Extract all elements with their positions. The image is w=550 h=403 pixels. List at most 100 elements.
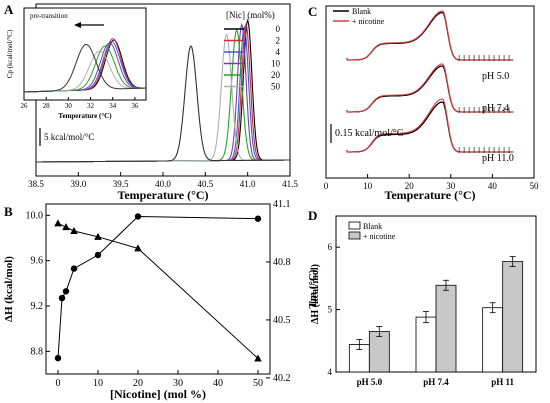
panel-d-legend-blank: Blank bbox=[363, 222, 382, 231]
panel-d-bar bbox=[415, 316, 437, 373]
panel-a-x-tick-label: 40.0 bbox=[155, 179, 171, 189]
panel-b-series bbox=[54, 213, 262, 362]
panel-a: 38.5 39.0 39.5 40.0 40.5 41.0 41.5 Temperature… bbox=[6, 3, 298, 202]
panel-b-yl-tick-label: 9.6 bbox=[31, 256, 44, 267]
panel-b-point-dh bbox=[58, 294, 66, 302]
panel-b-yl-tick-label: 8.8 bbox=[31, 346, 44, 357]
panel-d-y-tick-label: 5 bbox=[328, 305, 333, 315]
panel-c-xlabel: Temperature (°C) bbox=[384, 188, 475, 202]
panel-b-x-tick-label: 0 bbox=[56, 378, 61, 389]
panel-c-x-tick-label: 10 bbox=[363, 181, 373, 191]
panel-b-point-dh bbox=[94, 251, 102, 259]
panel-b-point-dh bbox=[254, 215, 262, 222]
panel-d-legend-nicotine: + nicotine bbox=[363, 232, 396, 241]
panel-c-curves bbox=[346, 10, 514, 153]
panel-c-x-tick-label: 0 bbox=[324, 181, 329, 191]
panel-a-x-tick-label: 38.5 bbox=[28, 179, 44, 189]
inset-ylabel: Cp (kcal/mol/°C) bbox=[6, 29, 14, 78]
panel-a-x-tick-label: 39.0 bbox=[70, 179, 86, 189]
panel-a-legend-title: [Nic] (mol%) bbox=[226, 10, 275, 20]
panel-c: 0 10 20 30 40 50 Temperature (°C) 0.15 kcal/m… bbox=[324, 5, 539, 202]
panel-a-scale-label: 5 kcal/mol/°C bbox=[44, 132, 94, 142]
panel-b-ylabel-left: ΔH (kcal/mol) bbox=[3, 256, 15, 322]
panel-label-c: C bbox=[308, 4, 317, 19]
panel-b-ylabel-right: Tm (°C) bbox=[307, 269, 319, 308]
inset-shift-arrowhead bbox=[74, 22, 81, 28]
panel-d-y-tick-label: 4 bbox=[328, 367, 333, 377]
panel-b-point-tm bbox=[254, 354, 262, 362]
panel-b: 0 10 20 30 40 50 8.8 9.2 9.6 10.0 40.2 40.5 40.8 41.1… bbox=[3, 199, 319, 401]
panel-d-bar bbox=[482, 307, 504, 373]
inset-x-tick-label: 26 bbox=[21, 102, 29, 110]
inset-x-tick-label: 34 bbox=[109, 102, 117, 110]
panel-b-yr-tick-label: 41.1 bbox=[273, 199, 291, 210]
panel-b-point-tm bbox=[70, 227, 78, 235]
panel-d: 4 5 6 pH 5.0 pH 7.4 pH 11 ΔH (kcal/mol) Blan… bbox=[310, 215, 537, 387]
panel-b-xlabel: [Nicotine] (mol %) bbox=[110, 387, 206, 401]
inset-x-tick-label: 32 bbox=[87, 102, 95, 110]
panel-a-x-tick-label: 40.5 bbox=[197, 179, 213, 189]
panel-a-legend-label: 10 bbox=[271, 59, 281, 69]
panel-b-frame bbox=[45, 203, 271, 375]
panel-a-inset: pre-transition 26 28 30 32 34 36 Temperature … bbox=[6, 7, 147, 120]
panel-b-point-tm bbox=[134, 244, 142, 252]
panel-c-x-ticks: 0 10 20 30 40 50 bbox=[324, 174, 539, 191]
panel-d-bar bbox=[368, 331, 390, 373]
panel-c-x-tick-label: 20 bbox=[405, 181, 415, 191]
inset-curve-extra bbox=[24, 44, 146, 93]
panel-a-x-ticks: 38.5 39.0 39.5 40.0 40.5 41.0 41.5 bbox=[28, 172, 298, 189]
panel-c-x-tick-label: 30 bbox=[446, 181, 456, 191]
panel-b-point-dh bbox=[134, 213, 142, 220]
panel-c-x-tick-label: 40 bbox=[488, 181, 498, 191]
panel-b-yr-tick-label: 40.5 bbox=[273, 315, 291, 326]
panel-d-category-label: pH 7.4 bbox=[423, 377, 449, 387]
panel-d-bar bbox=[502, 261, 524, 373]
panel-c-trace-3-nic bbox=[346, 98, 514, 153]
inset-curves bbox=[24, 38, 146, 93]
panel-c-trace-2-nic bbox=[346, 63, 514, 113]
panel-b-line-triangle bbox=[57, 222, 259, 359]
panel-c-legend-blank: Blank bbox=[352, 7, 371, 16]
panel-label-d: D bbox=[308, 208, 317, 223]
panel-d-bar bbox=[435, 284, 457, 373]
panel-a-x-tick-label: 41.5 bbox=[282, 179, 298, 189]
panel-b-point-tm bbox=[62, 223, 70, 231]
panel-d-category-label: pH 11 bbox=[491, 377, 514, 387]
panel-b-x-tick-label: 50 bbox=[253, 378, 263, 389]
panel-a-legend-label: 4 bbox=[276, 47, 281, 57]
panel-b-point-dh bbox=[62, 288, 70, 295]
panel-c-x-tick-label: 50 bbox=[530, 181, 540, 191]
panel-a-legend-label: 0 bbox=[276, 24, 281, 34]
inset-x-tick-label: 30 bbox=[65, 102, 73, 110]
panel-b-x-tick-label: 20 bbox=[133, 378, 143, 389]
panel-c-trace-label-1: pH 5.0 bbox=[482, 71, 509, 82]
panel-a-x-tick-label: 41.0 bbox=[240, 179, 256, 189]
panel-b-x-tick-label: 40 bbox=[213, 378, 223, 389]
panel-b-point-tm bbox=[54, 219, 62, 227]
panel-a-xlabel: Temperature (°C) bbox=[117, 188, 208, 202]
panel-b-yl-tick-label: 10.0 bbox=[26, 210, 44, 221]
panel-d-legend-blank-swatch bbox=[348, 221, 361, 230]
panel-b-yr-tick-label: 40.8 bbox=[273, 257, 291, 268]
panel-a-legend-label: 20 bbox=[271, 70, 281, 80]
panel-c-trace-label-2: pH 7.4 bbox=[482, 103, 509, 114]
panel-d-legend-nicotine-swatch bbox=[348, 231, 361, 240]
inset-x-ticks: 26 28 30 32 34 36 bbox=[21, 97, 139, 110]
panel-b-yr-tick-label: 40.2 bbox=[273, 373, 291, 384]
panel-c-frame bbox=[325, 5, 535, 179]
panel-b-ticks: 0 10 20 30 40 50 8.8 9.2 9.6 10.0 40.2 40.5 40.8 41.1 bbox=[26, 199, 291, 389]
panel-label-b: B bbox=[4, 204, 13, 219]
panel-d-y-tick-label: 6 bbox=[328, 242, 333, 252]
panel-a-legend-label: 2 bbox=[276, 36, 281, 46]
panel-c-scale-label: 0.15 kcal/mol/°C bbox=[335, 128, 404, 139]
inset-title: pre-transition bbox=[30, 12, 68, 20]
inset-x-tick-label: 28 bbox=[43, 102, 51, 110]
panel-a-curves bbox=[36, 18, 290, 163]
panel-d-ticks: 4 5 6 bbox=[328, 242, 340, 377]
panel-d-category-label: pH 5.0 bbox=[357, 377, 383, 387]
panel-a-legend-label: 50 bbox=[271, 82, 281, 92]
panel-d-bars: pH 5.0 pH 7.4 pH 11 bbox=[348, 256, 524, 387]
panel-b-point-dh bbox=[54, 354, 62, 362]
panel-c-legend-nicotine: + nicotine bbox=[352, 17, 385, 26]
